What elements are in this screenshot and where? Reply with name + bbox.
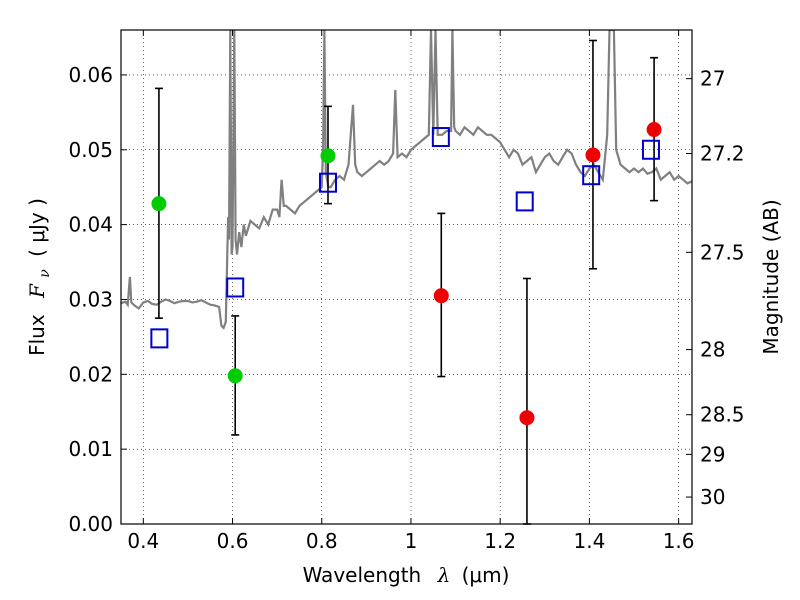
- plot-frame: [120, 29, 693, 525]
- x-axis-label-prefix: Wavelength: [303, 563, 422, 587]
- data-point-square: [431, 127, 450, 148]
- x-tick-label: 1.2: [484, 529, 516, 553]
- data-point-square: [515, 191, 534, 212]
- y-axis-label-prefix: Flux: [25, 314, 49, 356]
- y2-tick-label: 27: [700, 67, 725, 91]
- grid-lines: [121, 30, 692, 525]
- y-axis-label: Flux F ν ( μJy ): [25, 198, 54, 356]
- x-tick-label: 1.6: [663, 529, 695, 553]
- data-point-circle: [320, 148, 336, 164]
- y-tick-label: 0.03: [68, 287, 113, 311]
- data-point-square: [150, 328, 169, 349]
- y2-tick-label: 28.5: [700, 403, 745, 427]
- x-tick-label: 1: [405, 529, 418, 553]
- data-point-circle: [151, 196, 167, 212]
- spectrum-line: [121, 30, 692, 330]
- y-tick-label: 0.05: [68, 138, 113, 162]
- data-point-circle: [227, 368, 243, 384]
- y2-axis-label: Magnitude (AB): [759, 199, 783, 354]
- y2-axis-ticks: 27 27.2 27.5 28 28.5 29 30: [686, 67, 745, 509]
- data-point-square: [582, 165, 601, 186]
- data-point-square: [318, 172, 337, 193]
- y2-tick-label: 27.2: [700, 142, 745, 166]
- data-point-circle: [519, 410, 535, 426]
- spectrum-layer: [121, 30, 692, 330]
- y-tick-label: 0.01: [68, 437, 113, 461]
- data-point-square: [641, 139, 660, 160]
- x-tick-label: 0.4: [127, 529, 159, 553]
- x-axis-label-symbol: λ: [437, 563, 451, 587]
- data-point-circle: [433, 288, 449, 304]
- y-axis-label-symbol: F: [25, 283, 49, 299]
- y-tick-label: 0.00: [68, 512, 113, 536]
- y2-tick-label: 28: [700, 338, 725, 362]
- y2-tick-label: 29: [700, 442, 725, 466]
- y2-tick-label: 30: [700, 485, 725, 509]
- x-axis-label-unit: (μm): [462, 563, 510, 587]
- x-tick-label: 0.8: [306, 529, 338, 553]
- data-point-circle: [585, 147, 601, 163]
- data-point-circle: [646, 122, 662, 138]
- marker-layer: [150, 122, 662, 426]
- x-axis-ticks: 0.4 0.6 0.8 1 1.2 1.4 1.6: [127, 30, 695, 553]
- x-tick-label: 1.4: [573, 529, 605, 553]
- y-axis-ticks: 0.00 0.01 0.02 0.03 0.04 0.05 0.06: [68, 63, 127, 536]
- y-axis-label-unit: ( μJy ): [25, 198, 49, 257]
- y-tick-label: 0.02: [68, 362, 113, 386]
- y-tick-label: 0.06: [68, 63, 113, 87]
- y-tick-label: 0.04: [68, 213, 113, 237]
- x-tick-label: 0.6: [217, 529, 249, 553]
- y-axis-label-subscript: ν: [37, 269, 53, 278]
- data-point-square: [226, 277, 245, 298]
- y2-tick-label: 27.5: [700, 240, 745, 264]
- x-axis-label: Wavelength λ (μm): [303, 563, 510, 587]
